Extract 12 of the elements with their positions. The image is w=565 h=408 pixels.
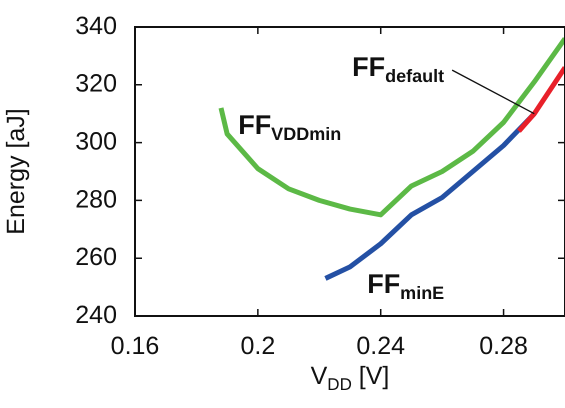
y-tick-label: 320 (75, 70, 117, 98)
y-tick-label: 240 (75, 300, 117, 329)
x-tick-label: 0.16 (110, 332, 160, 360)
x-tick-label: 0.24 (356, 332, 406, 360)
y-axis-title: Energy [aJ] (2, 108, 30, 235)
y-tick-label: 260 (75, 243, 117, 272)
y-tick-label: 300 (75, 127, 117, 156)
y-tick-label: 280 (75, 185, 117, 214)
x-tick-label: 0.28 (479, 332, 528, 360)
x-tick-label: 0.2 (240, 332, 276, 360)
y-tick-label: 340 (75, 12, 117, 40)
x-axis-title: V$_{DD}$ [V] (310, 362, 390, 395)
